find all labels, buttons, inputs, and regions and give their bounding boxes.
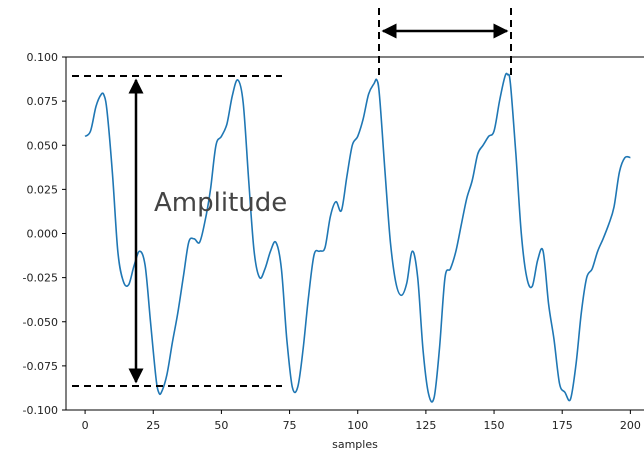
x-tick-label: 125 — [415, 419, 436, 432]
x-axis-label: samples — [332, 438, 378, 450]
plot-frame — [65, 56, 644, 411]
y-tick-label: -0.075 — [23, 360, 58, 373]
y-tick-label: 0.050 — [27, 139, 59, 152]
y-tick-label: -0.100 — [23, 404, 58, 417]
amplitude-label: Amplitude — [154, 188, 287, 218]
y-tick-label: -0.025 — [23, 272, 58, 285]
annotation-layer: Amplitude — [72, 8, 512, 387]
x-tick-label: 150 — [484, 419, 505, 432]
x-tick-label: 0 — [82, 419, 89, 432]
y-axis-ticks: -0.100 -0.075 -0.050 -0.025 0.000 0.025 0.050 0… — [23, 51, 66, 417]
y-tick-label: 0.100 — [27, 51, 59, 64]
y-tick-label: 0.075 — [27, 95, 59, 108]
series-line — [84, 72, 631, 403]
y-tick-label: 0.000 — [27, 228, 59, 241]
y-tick-label: -0.050 — [23, 316, 58, 329]
x-tick-label: 25 — [146, 419, 160, 432]
x-axis-ticks: 0 25 50 75 100 125 150 175 200 — [82, 410, 641, 432]
y-tick-label: 0.025 — [27, 183, 59, 196]
x-tick-label: 200 — [620, 419, 641, 432]
x-tick-label: 100 — [347, 419, 368, 432]
x-tick-label: 50 — [214, 419, 228, 432]
x-tick-label: 175 — [552, 419, 573, 432]
x-tick-label: 75 — [283, 419, 297, 432]
